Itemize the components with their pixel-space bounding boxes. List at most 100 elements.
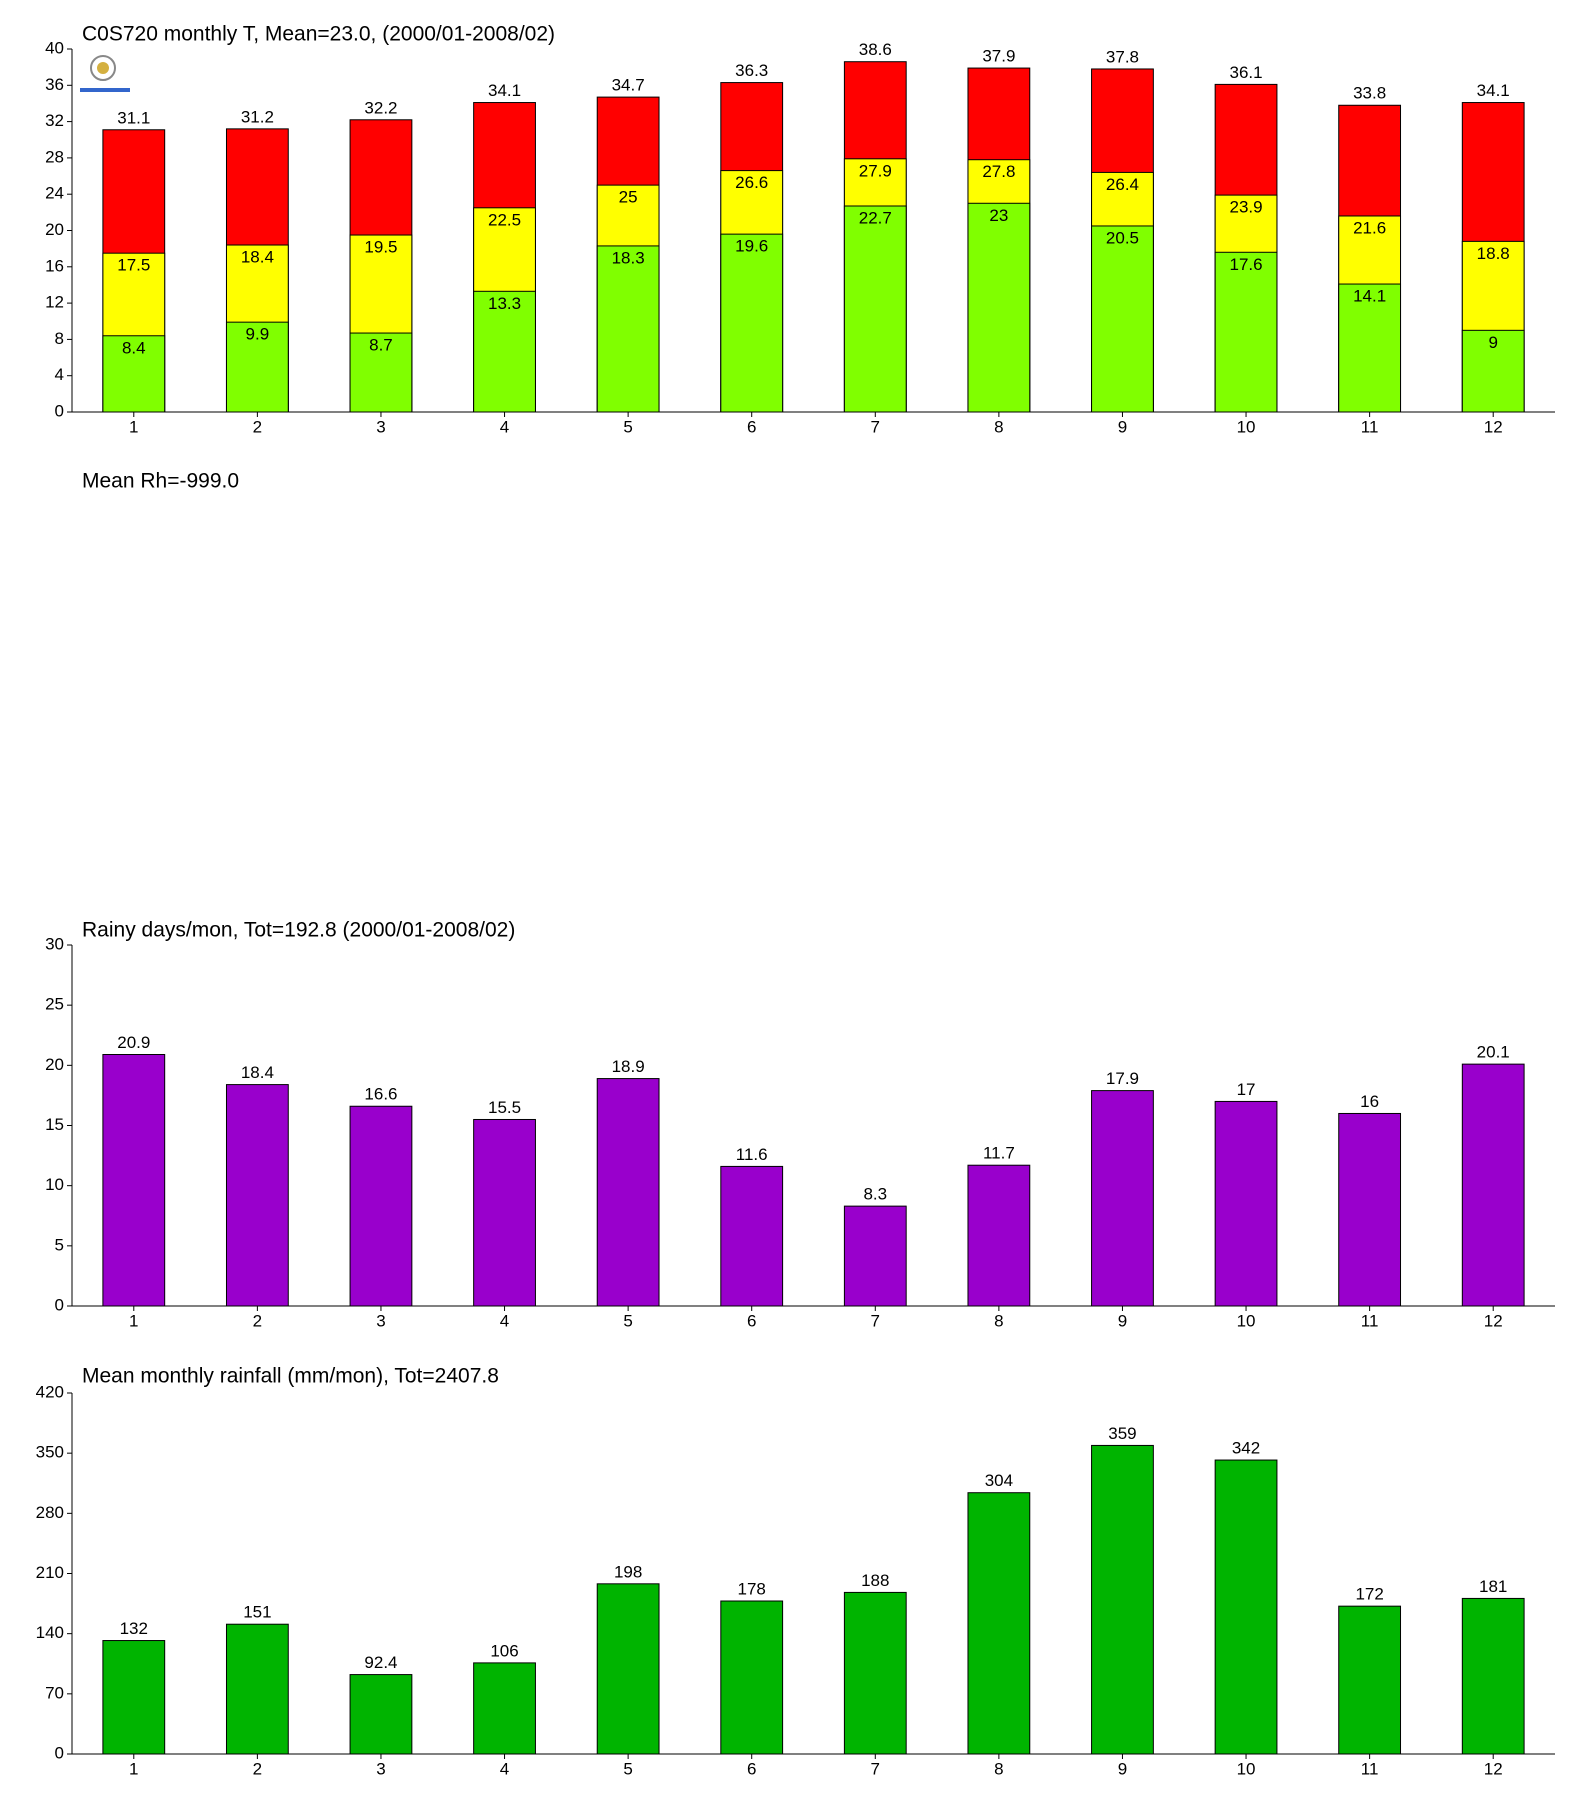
bar <box>1214 1100 1278 1307</box>
x-tick-label: 2 <box>253 1759 262 1778</box>
data-label: 26.6 <box>735 173 768 192</box>
x-tick-label: 4 <box>500 1759 509 1778</box>
x-tick-label: 10 <box>1237 1759 1256 1778</box>
logo <box>80 55 130 92</box>
data-label: 11.7 <box>983 1144 1015 1163</box>
y-tick-label: 24 <box>45 184 64 203</box>
x-tick-label: 2 <box>253 417 262 436</box>
data-label: 19.5 <box>364 238 397 257</box>
x-tick-label: 7 <box>871 1311 880 1330</box>
data-label: 23 <box>989 206 1008 225</box>
y-tick-label: 4 <box>55 365 64 384</box>
data-label: 25 <box>619 188 638 207</box>
data-label: 92.4 <box>364 1653 397 1672</box>
data-label: 27.8 <box>982 162 1015 181</box>
data-label: 8.3 <box>863 1185 887 1204</box>
chart-title: Mean monthly rainfall (mm/mon), Tot=2407… <box>82 1365 499 1388</box>
data-label: 13.3 <box>488 294 521 313</box>
x-tick-label: 12 <box>1484 417 1503 436</box>
bar <box>843 205 907 413</box>
x-tick-label: 3 <box>376 1311 385 1330</box>
y-tick-label: 20 <box>45 220 64 239</box>
chart-title: Rainy days/mon, Tot=192.8 (2000/01-2008/… <box>82 919 515 942</box>
data-label: 11.6 <box>736 1145 768 1164</box>
data-label: 18.9 <box>612 1057 645 1076</box>
data-label: 17 <box>1237 1080 1256 1099</box>
bar <box>1214 251 1278 413</box>
data-label: 34.7 <box>612 76 645 95</box>
chart-title: C0S720 monthly T, Mean=23.0, (2000/01-20… <box>82 23 555 46</box>
bar <box>967 1164 1031 1307</box>
x-tick-label: 3 <box>376 1759 385 1778</box>
y-tick-label: 16 <box>45 256 64 275</box>
bar <box>720 1165 784 1307</box>
bar <box>225 1084 289 1307</box>
x-tick-label: 5 <box>623 1311 632 1330</box>
data-label: 36.3 <box>735 61 768 80</box>
data-label: 21.6 <box>1353 218 1386 237</box>
y-tick-label: 0 <box>55 401 64 420</box>
bar <box>349 1105 413 1307</box>
data-label: 19.6 <box>735 237 768 256</box>
data-label: 32.2 <box>364 98 397 117</box>
data-label: 198 <box>614 1562 642 1581</box>
x-tick-label: 10 <box>1237 417 1256 436</box>
x-tick-label: 9 <box>1118 1759 1127 1778</box>
x-tick-label: 7 <box>871 417 880 436</box>
bar <box>1461 1597 1525 1755</box>
y-tick-label: 12 <box>45 293 64 312</box>
bar <box>720 1600 784 1755</box>
data-label: 188 <box>861 1571 889 1590</box>
y-tick-label: 420 <box>36 1382 64 1401</box>
y-tick-label: 0 <box>55 1743 64 1762</box>
data-label: 20.1 <box>1477 1043 1510 1062</box>
x-tick-label: 6 <box>747 1759 756 1778</box>
y-tick-label: 8 <box>55 329 64 348</box>
x-tick-label: 6 <box>747 1311 756 1330</box>
x-tick-label: 1 <box>129 1311 138 1330</box>
bar <box>720 233 784 413</box>
x-tick-label: 11 <box>1361 1311 1379 1330</box>
bar <box>843 1591 907 1755</box>
bar <box>1461 329 1525 413</box>
x-tick-label: 5 <box>623 417 632 436</box>
x-tick-label: 8 <box>994 1311 1003 1330</box>
bar <box>1091 225 1154 413</box>
bar <box>473 1118 536 1307</box>
bar <box>473 290 536 413</box>
data-label: 359 <box>1108 1424 1136 1443</box>
bar <box>1091 1444 1154 1755</box>
x-tick-label: 2 <box>253 1311 262 1330</box>
y-tick-label: 32 <box>45 111 64 130</box>
data-label: 34.1 <box>488 81 521 100</box>
x-tick-label: 6 <box>747 417 756 436</box>
bar <box>1461 1063 1525 1307</box>
y-tick-label: 15 <box>45 1115 64 1134</box>
y-tick-label: 20 <box>45 1055 64 1074</box>
data-label: 26.4 <box>1106 175 1139 194</box>
data-label: 16 <box>1360 1092 1379 1111</box>
data-label: 9.9 <box>246 325 270 344</box>
data-label: 16.6 <box>364 1085 397 1104</box>
bar <box>843 1205 907 1307</box>
data-label: 31.1 <box>117 108 150 127</box>
data-label: 22.7 <box>859 208 892 227</box>
x-tick-label: 1 <box>129 417 138 436</box>
bar <box>349 332 413 413</box>
y-tick-label: 140 <box>36 1623 64 1642</box>
x-tick-label: 8 <box>994 417 1003 436</box>
bar <box>967 202 1031 413</box>
y-tick-label: 0 <box>55 1295 64 1314</box>
data-label: 17.5 <box>117 256 150 275</box>
bar <box>1091 1090 1154 1307</box>
bar <box>596 245 660 413</box>
x-tick-label: 9 <box>1118 1311 1127 1330</box>
data-label: 17.9 <box>1106 1069 1139 1088</box>
data-label: 18.8 <box>1477 244 1510 263</box>
data-label: 304 <box>985 1471 1013 1490</box>
bar <box>225 321 289 413</box>
data-label: 9 <box>1488 333 1497 352</box>
y-tick-label: 280 <box>36 1503 64 1522</box>
data-label: 14.1 <box>1353 287 1386 306</box>
y-tick-label: 30 <box>45 934 64 953</box>
